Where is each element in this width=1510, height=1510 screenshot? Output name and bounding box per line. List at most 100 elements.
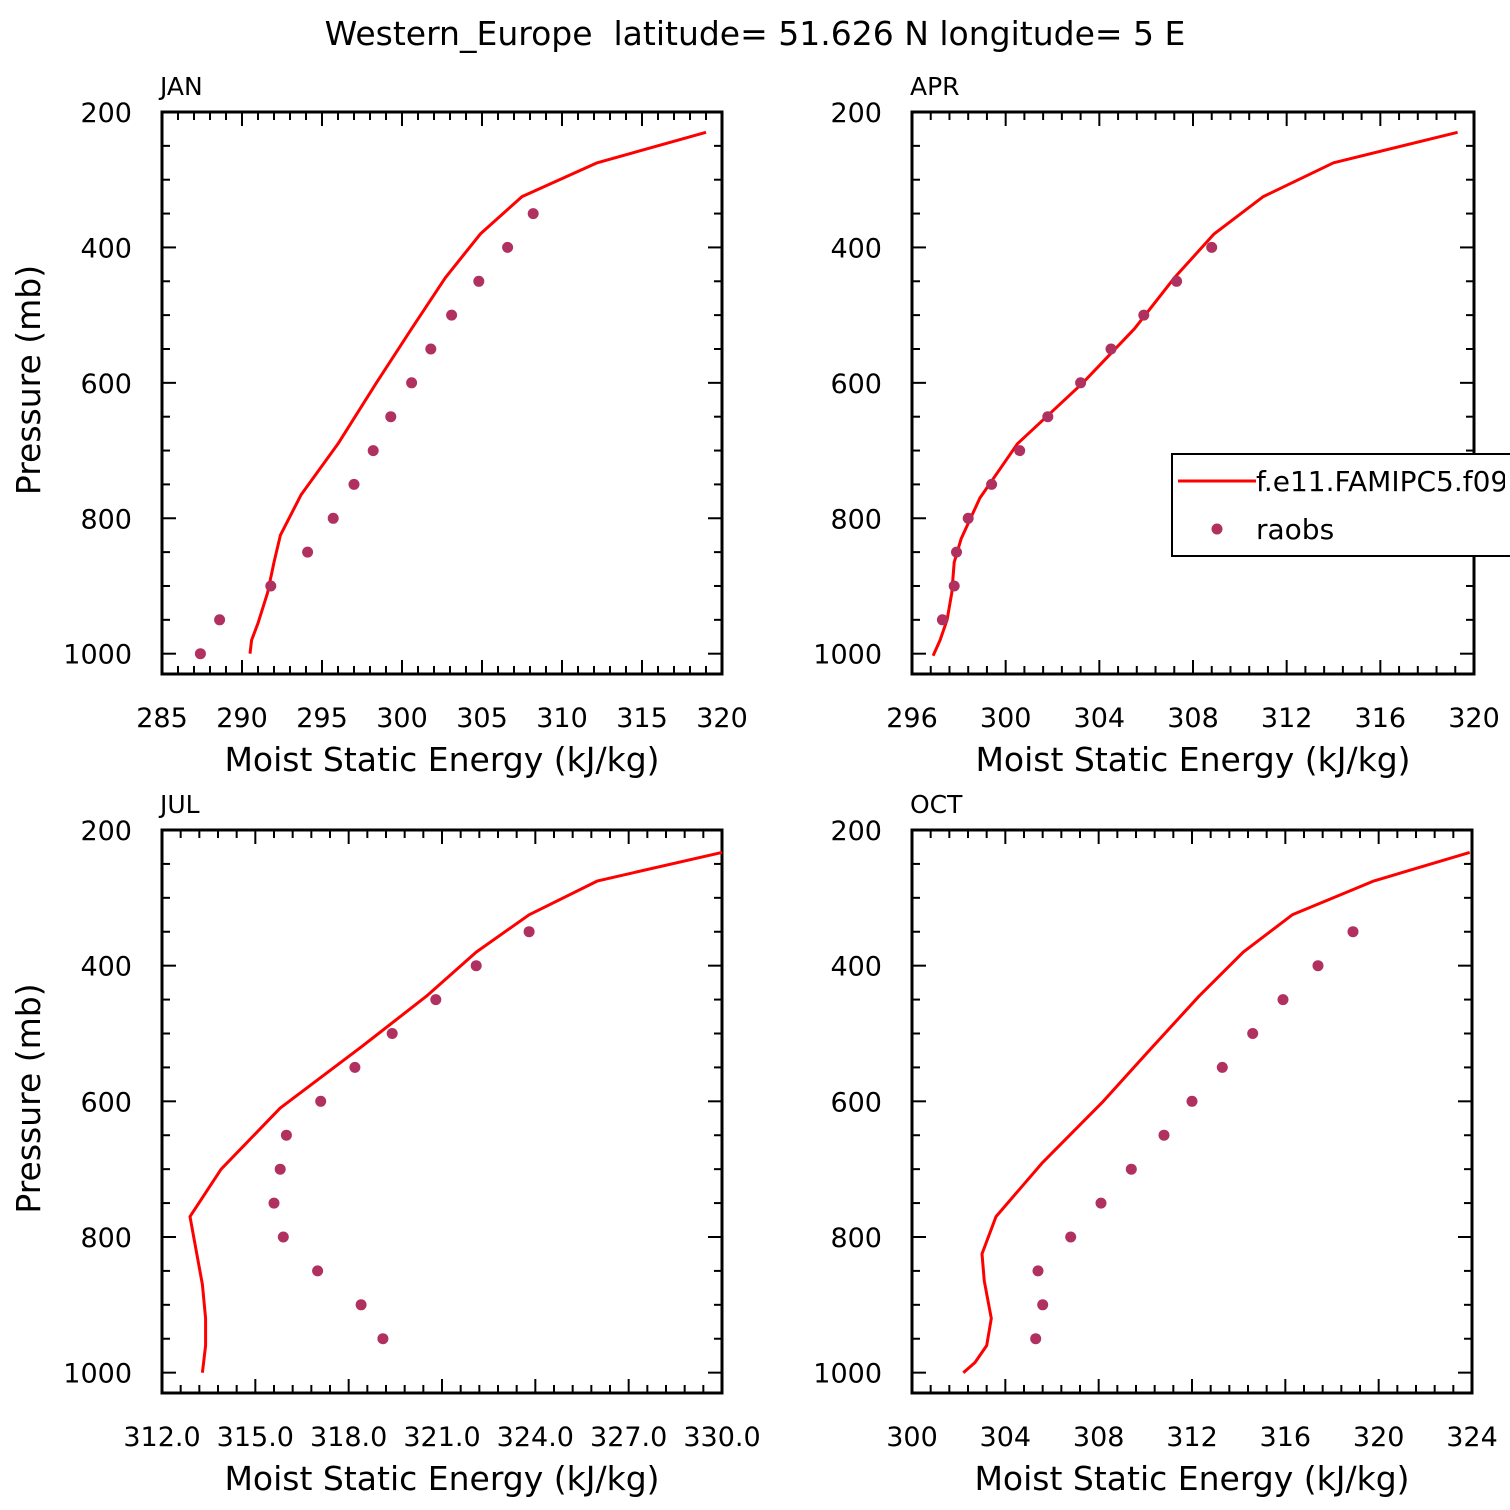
legend-obs-label: raobs — [1256, 513, 1334, 546]
legend: f.e11.FAMIPC5.f09_f09.dec_c1_cam5 raobs — [1171, 453, 1510, 557]
x-tick-label: 285 — [136, 703, 188, 734]
x-tick-label: 330.0 — [683, 1422, 760, 1453]
x-tick-label: 308 — [1073, 1422, 1125, 1453]
obs-point — [349, 1061, 361, 1073]
obs-point — [502, 241, 514, 253]
obs-point — [1312, 960, 1324, 972]
plot-frame — [160, 828, 724, 1395]
obs-point — [962, 512, 974, 524]
y-tick-label: 1000 — [813, 640, 882, 671]
obs-point — [355, 1299, 367, 1311]
model-line — [962, 850, 1471, 1374]
obs-point — [430, 994, 442, 1006]
y-tick-label: 800 — [830, 1223, 882, 1254]
obs-point — [406, 377, 418, 389]
x-tick-label: 300 — [980, 703, 1032, 734]
obs-point — [1095, 1197, 1107, 1209]
model-line — [248, 130, 707, 654]
panels: JAN 285 290 295 300 305 310 315 320 200 400 600 800 1… — [9, 72, 1500, 1498]
x-tick-label: 304 — [1074, 703, 1126, 734]
obs-point — [470, 960, 482, 972]
y-tick-label: 200 — [80, 98, 132, 129]
legend-box — [1171, 453, 1510, 557]
panel-jul: JUL 312.0 315.0 318.0 321.0 324.0 327.0 330.0 20… — [9, 790, 761, 1498]
x-tick-label: 318.0 — [310, 1422, 387, 1453]
y-tick-label: 600 — [80, 369, 132, 400]
x-tick-label: 315.0 — [217, 1422, 294, 1453]
y-tick-label: 400 — [830, 952, 882, 983]
y-tick-label: 400 — [80, 952, 132, 983]
obs-point — [1347, 926, 1359, 938]
obs-point — [527, 208, 539, 220]
obs-point — [1030, 1333, 1042, 1345]
obs-point — [312, 1265, 324, 1277]
obs-point — [446, 309, 458, 321]
obs-point — [1158, 1129, 1170, 1141]
obs-point — [265, 580, 277, 592]
x-tick-label: 324 — [1446, 1422, 1498, 1453]
plot-frame — [160, 110, 724, 676]
x-tick-label: 312.0 — [123, 1422, 200, 1453]
x-tick-label: 304 — [980, 1422, 1032, 1453]
y-tick-label: 800 — [80, 1223, 132, 1254]
x-tick-label: 300 — [886, 1422, 938, 1453]
x-axis-label: Moist Static Energy (kJ/kg) — [975, 740, 1410, 779]
obs-point — [268, 1197, 280, 1209]
y-tick-label: 200 — [830, 98, 882, 129]
panel-apr: APR 296 300 304 308 312 316 320 200 400 600 800 1000… — [813, 72, 1499, 779]
panel-label: JUL — [158, 790, 200, 819]
panel-oct: OCT 300 304 308 312 316 320 324 200 400 600 800 1000… — [813, 790, 1497, 1498]
obs-point — [377, 1333, 389, 1345]
obs-point — [1037, 1299, 1049, 1311]
obs-point — [1042, 411, 1054, 423]
obs-point — [951, 546, 962, 558]
x-tick-label: 320 — [696, 703, 748, 734]
y-tick-label: 200 — [830, 816, 882, 847]
obs-point — [1075, 377, 1087, 389]
obs-point — [948, 580, 960, 592]
y-tick-label: 400 — [80, 233, 132, 264]
obs-point — [302, 546, 314, 558]
x-tick-label: 296 — [886, 703, 938, 734]
obs-point — [214, 614, 226, 626]
x-tick-label: 315 — [616, 703, 668, 734]
y-tick-label: 200 — [80, 816, 132, 847]
obs-point — [936, 614, 948, 626]
obs-point — [348, 478, 360, 490]
obs-point — [1247, 1028, 1259, 1039]
x-tick-label: 321.0 — [403, 1422, 480, 1453]
y-tick-label: 800 — [830, 504, 882, 535]
plot-frame — [910, 828, 1474, 1395]
obs-point — [1014, 445, 1026, 457]
model-line — [931, 130, 1458, 657]
panel-label: JAN — [158, 72, 203, 101]
x-tick-label: 320 — [1448, 703, 1500, 734]
x-tick-label: 327.0 — [590, 1422, 667, 1453]
x-axis-label: Moist Static Energy (kJ/kg) — [224, 1459, 659, 1498]
y-tick-label: 1000 — [63, 1359, 132, 1390]
obs-point — [1206, 241, 1218, 253]
x-tick-label: 324.0 — [497, 1422, 574, 1453]
obs-point — [986, 478, 998, 490]
x-tick-label: 312 — [1166, 1422, 1218, 1453]
x-axis-label: Moist Static Energy (kJ/kg) — [224, 740, 659, 779]
obs-point — [277, 1231, 289, 1243]
y-tick-label: 1000 — [813, 1359, 882, 1390]
obs-point — [1125, 1163, 1137, 1175]
model-line — [188, 850, 723, 1373]
x-tick-label: 316 — [1355, 703, 1407, 734]
y-axis-label: Pressure (mb) — [9, 265, 48, 495]
obs-point — [385, 411, 397, 423]
x-tick-label: 295 — [296, 703, 348, 734]
obs-point — [386, 1028, 398, 1039]
figure-title: Western_Europe latitude= 51.626 N longit… — [325, 14, 1186, 53]
panel-jan: JAN 285 290 295 300 305 310 315 320 200 400 600 800 1… — [9, 72, 748, 779]
x-tick-label: 305 — [456, 703, 508, 734]
panel-label: APR — [910, 72, 960, 101]
obs-point — [1138, 309, 1150, 321]
obs-point — [425, 343, 437, 355]
x-tick-label: 310 — [536, 703, 588, 734]
obs-point — [1105, 343, 1117, 355]
panel-label: OCT — [910, 790, 963, 819]
x-tick-label: 312 — [1261, 703, 1313, 734]
